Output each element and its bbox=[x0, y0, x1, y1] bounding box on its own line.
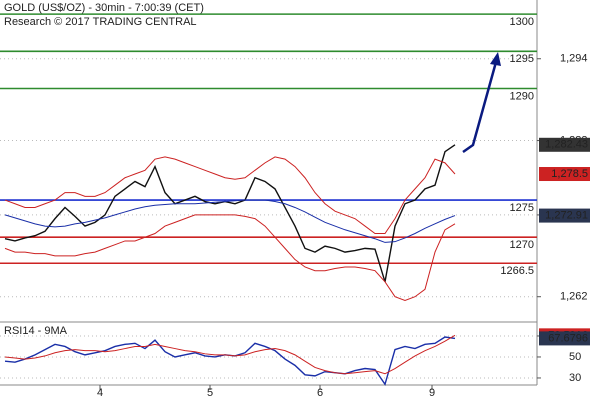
x-tick-label: 9 bbox=[429, 387, 435, 399]
value-box bbox=[539, 208, 590, 223]
value-box-label: 1,272.91 bbox=[545, 209, 588, 221]
value-box-label: 1,282.43 bbox=[545, 139, 588, 151]
chart-subtitle: Research © 2017 TRADING CENTRAL bbox=[4, 16, 197, 28]
rsi-line bbox=[4, 334, 456, 375]
level-label: 1266.5 bbox=[500, 265, 534, 277]
y-tick-label: 1,294 bbox=[560, 53, 588, 65]
rsi-title: RSI14 - 9MA bbox=[4, 325, 68, 337]
price-line bbox=[4, 214, 456, 301]
value-box bbox=[539, 331, 590, 346]
chart-title: GOLD (US$/OZ) - 30min - 7:00:39 (CET) bbox=[4, 2, 204, 14]
x-tick-label: 4 bbox=[97, 387, 103, 399]
level-label: 1290 bbox=[510, 90, 534, 102]
price-line bbox=[4, 156, 456, 235]
price-line bbox=[4, 199, 456, 243]
level-label: 1270 bbox=[510, 239, 534, 251]
forecast-arrow bbox=[462, 61, 498, 154]
value-box-label: 1,278.5 bbox=[551, 168, 588, 180]
price-line bbox=[4, 144, 456, 283]
y-tick-label: 1,262 bbox=[560, 291, 588, 303]
forecast-arrowhead bbox=[490, 52, 501, 66]
rsi-tick-label: 50 bbox=[569, 351, 581, 363]
value-box bbox=[539, 167, 590, 182]
x-tick-label: 5 bbox=[207, 387, 213, 399]
x-tick-label: 6 bbox=[317, 387, 323, 399]
level-label: 1300 bbox=[510, 16, 534, 28]
rsi-tick-label: 30 bbox=[569, 372, 581, 384]
value-box bbox=[539, 137, 590, 152]
value-box-label: 67.6796 bbox=[548, 332, 588, 344]
level-label: 1295 bbox=[510, 53, 534, 65]
level-label: 1275 bbox=[510, 202, 534, 214]
marks: 45691,2941,2831,2731,2627050301300129512… bbox=[0, 13, 590, 399]
